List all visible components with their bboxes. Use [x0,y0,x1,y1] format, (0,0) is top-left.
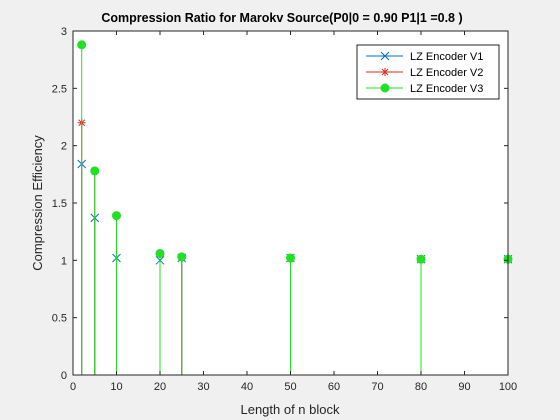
legend-label-v2: LZ Encoder V2 [410,67,483,79]
x-tick-label: 100 [499,381,517,393]
x-tick-label: 50 [284,381,296,393]
y-tick-label: 3 [61,26,67,38]
plot-frame [72,30,509,376]
y-tick-label: 0.5 [52,313,67,325]
x-tick-label: 20 [154,381,166,393]
y-axis-label: Compression Efficiency [30,135,45,271]
x-tick-label: 90 [458,381,470,393]
y-tick-label: 2 [61,141,67,153]
data-point-circle [77,40,87,50]
legend-entry-v2: LZ Encoder V2 [366,67,483,79]
chart-title: Compression Ratio for Marokv Source(P0|0… [101,11,462,25]
x-tick-label: 60 [328,381,340,393]
legend-asterisk-marker-icon [381,68,389,76]
data-point-circle [155,248,165,258]
y-tick-label: 0 [61,370,67,382]
legend-box [356,44,500,100]
legend-x-marker-icon [380,51,390,61]
ticks-layer: 0 10 20 30 40 50 60 70 80 90 100 0 0.5 1 1.5 2 2.5 3 [52,26,517,393]
x-tick-label: 80 [415,381,427,393]
x-tick-label: 70 [371,381,383,393]
data-point-circle [416,254,426,264]
legend-label-v3: LZ Encoder V3 [410,83,483,95]
data-point-circle [177,252,187,262]
legend-label-v1: LZ Encoder V1 [410,51,483,63]
x-tick-label: 40 [241,381,253,393]
data-point-circle [112,211,121,221]
y-tick-label: 1 [61,255,67,267]
legend-entry-v1: LZ Encoder V1 [366,51,483,63]
y-tick-label: 1.5 [52,198,67,210]
x-axis-label: Length of n block [240,402,340,417]
y-tick-label: 2.5 [52,83,67,95]
legend-entry-v3: LZ Encoder V3 [366,83,483,95]
legend: LZ Encoder V1 LZ Encoder V2 LZ Encoder V… [356,44,500,100]
x-tick-label: 30 [197,381,209,393]
data-point-circle [90,166,100,176]
x-tick-label: 0 [70,381,76,393]
x-tick-label: 10 [110,381,122,393]
legend-circle-marker-icon [380,83,390,93]
data-point-circle [286,253,295,263]
